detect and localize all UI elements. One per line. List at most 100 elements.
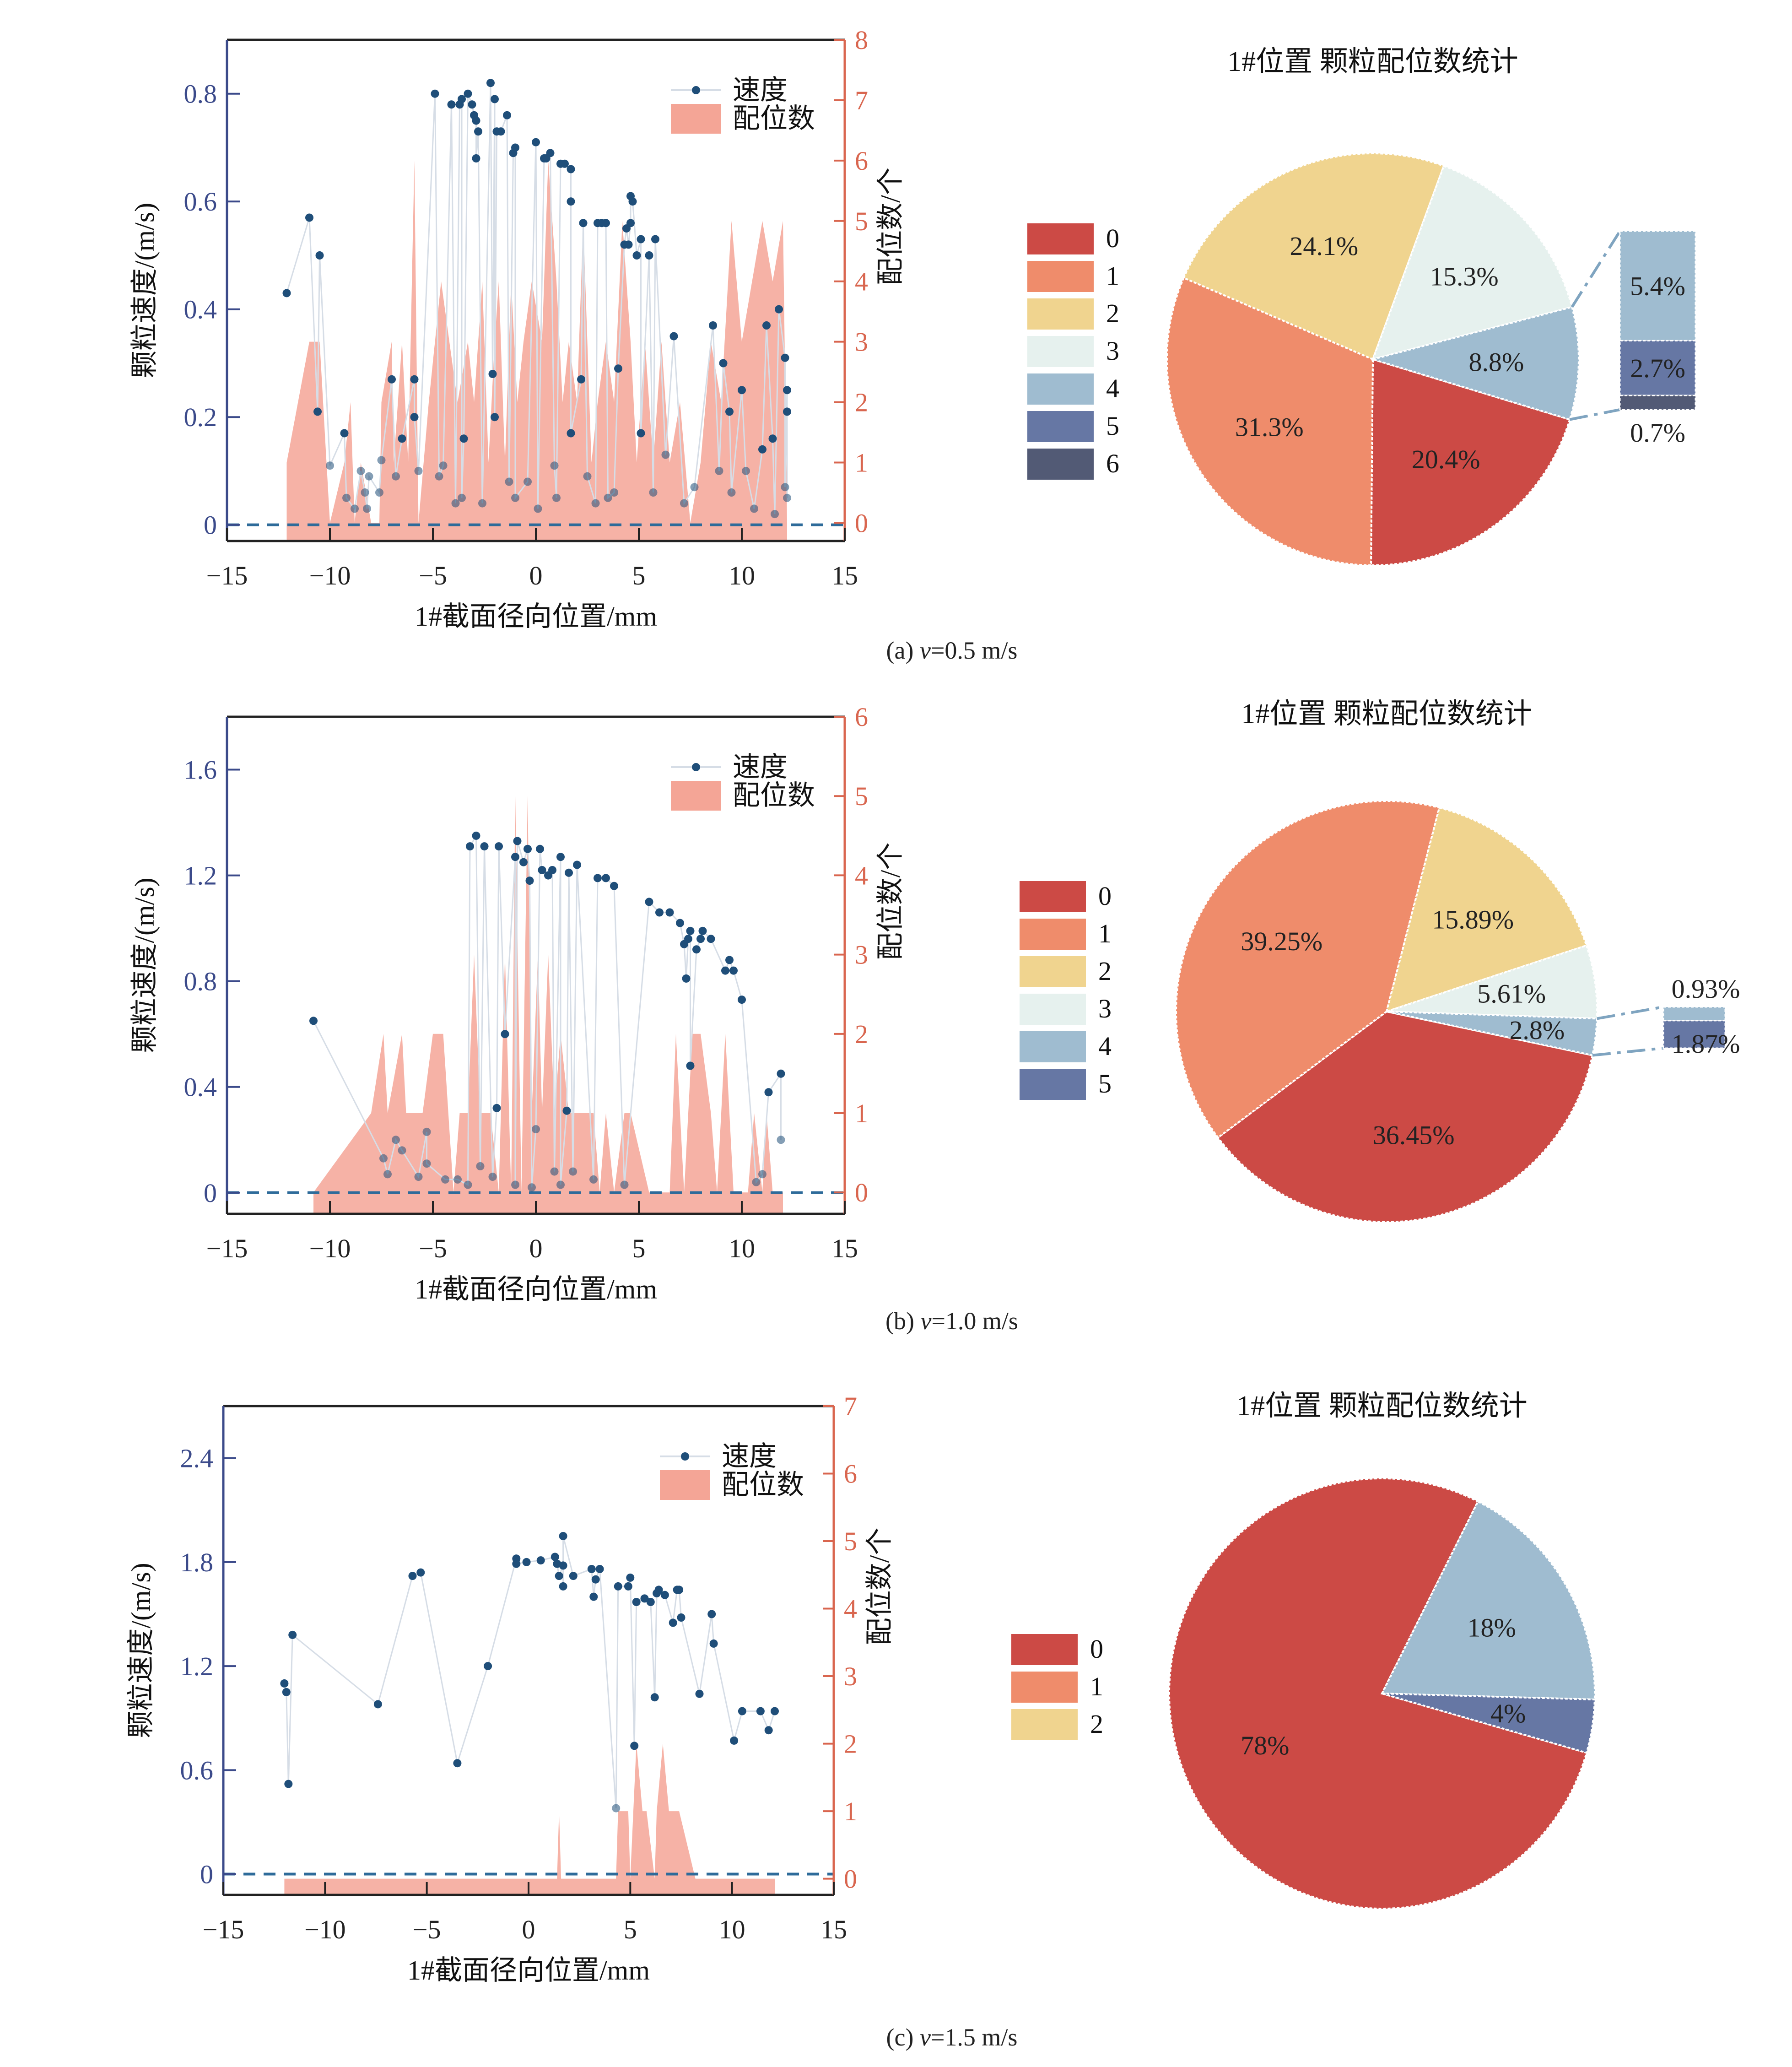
left-y-tick-label: 2.4 bbox=[180, 1444, 214, 1473]
speed-point bbox=[559, 1532, 567, 1540]
speed-point bbox=[645, 251, 653, 260]
right-y-tick-label: 4 bbox=[844, 1594, 857, 1624]
speed-point bbox=[649, 488, 658, 497]
speed-point bbox=[569, 1167, 577, 1176]
speed-point bbox=[591, 499, 600, 508]
speed-point bbox=[441, 1175, 449, 1184]
pie-legend-label: 1 bbox=[1098, 919, 1112, 948]
speed-point bbox=[435, 472, 443, 481]
speed-point bbox=[686, 1061, 695, 1070]
speed-point bbox=[719, 359, 728, 368]
right-y-tick-label: 3 bbox=[855, 940, 868, 970]
speed-point bbox=[410, 413, 419, 422]
speed-point bbox=[422, 1159, 431, 1168]
speed-point bbox=[416, 1568, 425, 1577]
speed-point bbox=[309, 1017, 318, 1025]
speed-point bbox=[480, 842, 489, 851]
x-tick-label: −10 bbox=[309, 1234, 351, 1263]
caption-c-prefix: (c) bbox=[886, 2024, 920, 2051]
speed-point bbox=[692, 945, 701, 954]
speed-coord-chart-a: −15 −10 −5 0 5 10 15 0 0.2 0.4 0.6 0.8 0 1 2 3 4 5 6 7 8 1#截面… bbox=[130, 25, 906, 632]
pie-slice-label: 15.3% bbox=[1430, 261, 1499, 291]
speed-point bbox=[414, 466, 423, 475]
bar-of-pie-segment bbox=[1619, 230, 1696, 341]
speed-point bbox=[550, 461, 559, 470]
pie-legend-label: 6 bbox=[1106, 449, 1119, 478]
left-y-tick-label: 0.8 bbox=[184, 967, 217, 996]
speed-point bbox=[532, 138, 540, 146]
x-tick-label: 10 bbox=[729, 561, 755, 590]
pie-legend-swatch bbox=[1027, 373, 1094, 405]
speed-point bbox=[583, 472, 592, 481]
pie-legend-label: 3 bbox=[1106, 336, 1119, 366]
speed-point bbox=[602, 874, 610, 882]
speed-point bbox=[632, 1598, 641, 1606]
legend-speed-marker bbox=[692, 86, 700, 94]
speed-point bbox=[783, 407, 791, 416]
legend-coord-label: 配位数 bbox=[722, 1470, 804, 1500]
left-y-tick-label: 1.6 bbox=[184, 755, 217, 785]
speed-point bbox=[379, 1154, 388, 1163]
speed-point bbox=[777, 1069, 785, 1078]
pie-legend-label: 2 bbox=[1098, 956, 1112, 986]
right-y-tick-label: 7 bbox=[844, 1391, 857, 1421]
right-y-tick-label: 7 bbox=[855, 86, 868, 115]
bar-of-pie-label: 5.4% bbox=[1630, 271, 1685, 301]
speed-point bbox=[771, 510, 779, 519]
speed-point bbox=[610, 488, 618, 497]
speed-point bbox=[550, 1167, 559, 1176]
left-y-axis-title: 颗粒速度/(m/s) bbox=[130, 203, 160, 378]
speed-coord-chart-c: −15 −10 −5 0 5 10 15 0 0.6 1.2 1.8 2.4 0 1 2 3 4 5 6 7 1#截面径… bbox=[126, 1391, 895, 1986]
speed-point bbox=[422, 1127, 431, 1136]
pie-slice-label: 8.8% bbox=[1469, 347, 1524, 377]
speed-point bbox=[567, 165, 575, 173]
legend-coord-label: 配位数 bbox=[733, 780, 815, 811]
speed-point bbox=[431, 89, 439, 98]
bar-of-pie-label: 1.87% bbox=[1672, 1029, 1740, 1059]
pie-legend-label: 2 bbox=[1090, 1709, 1103, 1739]
speed-point bbox=[501, 1030, 509, 1039]
speed-point bbox=[453, 1175, 462, 1184]
speed-point bbox=[383, 1170, 392, 1179]
x-tick-label: −10 bbox=[309, 561, 351, 590]
speed-point bbox=[626, 219, 635, 227]
speed-point bbox=[559, 1561, 567, 1570]
pie-legend-label: 5 bbox=[1106, 411, 1119, 441]
bar-of-pie-segment bbox=[1619, 340, 1696, 396]
speed-point bbox=[562, 1106, 571, 1115]
speed-point bbox=[491, 413, 499, 422]
x-tick-label: −10 bbox=[304, 1915, 346, 1944]
speed-point bbox=[555, 1572, 563, 1580]
pie-slice bbox=[1382, 1693, 1596, 1754]
legend-speed-marker bbox=[681, 1452, 689, 1461]
pie-legend-swatch bbox=[1020, 1069, 1086, 1100]
left-y-tick-label: 0.8 bbox=[184, 79, 217, 109]
speed-point bbox=[709, 1639, 718, 1648]
speed-point bbox=[602, 219, 610, 227]
right-y-tick-label: 0 bbox=[855, 508, 868, 538]
pie-slice-label: 18% bbox=[1467, 1613, 1516, 1643]
speed-point bbox=[781, 353, 789, 362]
coordination-area bbox=[313, 796, 783, 1214]
pie-slice-label: 15.89% bbox=[1432, 905, 1514, 935]
speed-point bbox=[472, 116, 480, 125]
speed-point bbox=[458, 493, 466, 502]
x-tick-label: −5 bbox=[419, 561, 447, 590]
speed-point bbox=[684, 935, 692, 943]
bar-of-pie-connector-bottom bbox=[1569, 408, 1620, 421]
bar-of-pie-connector-top bbox=[1571, 230, 1621, 308]
legend-speed-marker bbox=[692, 763, 700, 771]
speed-point bbox=[645, 898, 653, 906]
left-y-tick-label: 0.2 bbox=[184, 402, 217, 432]
x-tick-label: 10 bbox=[719, 1915, 745, 1944]
speed-point bbox=[551, 1553, 559, 1561]
x-tick-label: 0 bbox=[529, 1234, 543, 1263]
speed-point bbox=[758, 445, 766, 454]
speed-point bbox=[587, 1565, 596, 1573]
pie-legend-swatch bbox=[1020, 881, 1086, 912]
pie-legend-swatch bbox=[1020, 1031, 1086, 1062]
speed-point bbox=[305, 213, 313, 222]
speed-point bbox=[351, 504, 359, 513]
speed-point bbox=[282, 289, 291, 298]
speed-point bbox=[408, 1572, 417, 1580]
